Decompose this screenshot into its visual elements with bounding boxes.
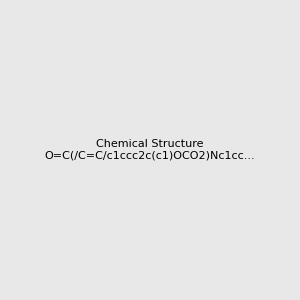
Text: Chemical Structure
O=C(/C=C/c1ccc2c(c1)OCO2)Nc1cc...: Chemical Structure O=C(/C=C/c1ccc2c(c1)O…	[45, 139, 255, 161]
